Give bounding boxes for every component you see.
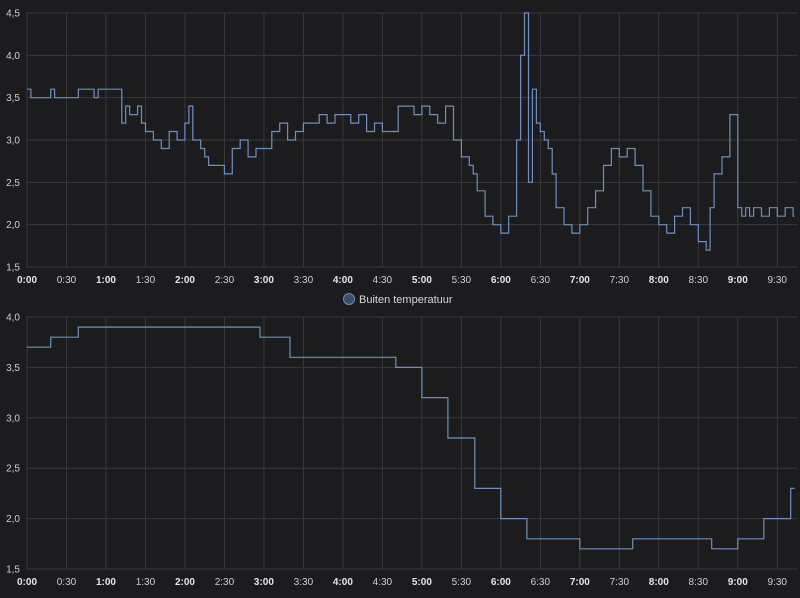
y-tick-label: 4,5 xyxy=(6,9,20,20)
y-tick-label: 3,5 xyxy=(6,363,20,374)
x-tick-label: 0:00 xyxy=(17,577,37,588)
x-tick-label: 7:30 xyxy=(610,275,630,286)
x-tick-label: 5:00 xyxy=(412,577,432,588)
x-tick-label: 4:00 xyxy=(333,275,353,286)
y-tick-label: 4,0 xyxy=(6,313,20,324)
y-tick-label: 2,5 xyxy=(6,178,20,189)
x-tick-label: 8:00 xyxy=(649,577,669,588)
x-tick-label: 4:30 xyxy=(373,577,393,588)
x-tick-label: 1:30 xyxy=(136,577,156,588)
x-tick-label: 0:30 xyxy=(57,275,77,286)
y-tick-label: 2,0 xyxy=(6,514,20,525)
x-tick-label: 9:30 xyxy=(768,577,788,588)
x-tick-label: 3:30 xyxy=(294,275,314,286)
x-tick-label: 3:00 xyxy=(254,577,274,588)
series-line xyxy=(27,326,795,550)
y-tick-label: 2,5 xyxy=(6,464,20,475)
y-tick-label: 2,0 xyxy=(6,220,20,231)
x-tick-label: 6:30 xyxy=(531,577,551,588)
x-tick-label: 2:00 xyxy=(175,577,195,588)
x-tick-label: 6:30 xyxy=(531,275,551,286)
y-tick-label: 4,0 xyxy=(6,51,20,62)
x-tick-label: 4:00 xyxy=(333,577,353,588)
bottom-chart: 1,5 2,0 2,5 3,0 3,5 4,0 0:00 0:30 1:00 1:30 2:00 2:… xyxy=(6,293,797,588)
x-tick-label: 2:00 xyxy=(175,275,195,286)
x-tick-label: 7:00 xyxy=(570,275,590,286)
y-tick-label: 3,0 xyxy=(6,136,20,147)
x-tick-label: 9:30 xyxy=(768,275,788,286)
legend-swatch[interactable] xyxy=(343,293,355,305)
x-tick-label: 2:30 xyxy=(215,577,235,588)
x-tick-label: 3:30 xyxy=(294,577,314,588)
x-tick-label: 6:00 xyxy=(491,275,511,286)
series-line xyxy=(27,12,795,251)
x-tick-label: 1:30 xyxy=(136,275,156,286)
x-tick-label: 0:00 xyxy=(17,275,37,286)
top-chart: 1,5 2,0 2,5 3,0 3,5 4,0 4,5 0:00 0:30 1:00 1:30 2:0… xyxy=(6,9,797,286)
y-tick-label: 1,5 xyxy=(6,565,20,576)
y-tick-label: 3,5 xyxy=(6,93,20,104)
x-tick-label: 1:00 xyxy=(96,275,116,286)
legend-label[interactable]: Buiten temperatuur xyxy=(359,294,453,306)
x-tick-label: 3:00 xyxy=(254,275,274,286)
x-tick-label: 8:30 xyxy=(689,275,709,286)
x-tick-label: 7:00 xyxy=(570,577,590,588)
x-tick-label: 9:00 xyxy=(728,275,748,286)
x-tick-label: 0:30 xyxy=(57,577,77,588)
x-tick-label: 4:30 xyxy=(373,275,393,286)
x-tick-label: 8:30 xyxy=(689,577,709,588)
x-tick-label: 2:30 xyxy=(215,275,235,286)
y-tick-label: 3,0 xyxy=(6,413,20,424)
x-tick-label: 1:00 xyxy=(96,577,116,588)
x-tick-label: 5:30 xyxy=(452,275,472,286)
x-tick-label: 5:30 xyxy=(452,577,472,588)
x-tick-label: 8:00 xyxy=(649,275,669,286)
x-tick-label: 7:30 xyxy=(610,577,630,588)
x-tick-label: 5:00 xyxy=(412,275,432,286)
x-tick-label: 9:00 xyxy=(728,577,748,588)
y-tick-label: 1,5 xyxy=(6,263,20,274)
x-tick-label: 6:00 xyxy=(491,577,511,588)
